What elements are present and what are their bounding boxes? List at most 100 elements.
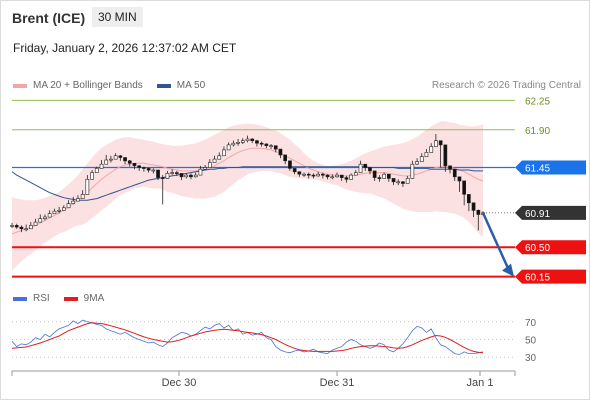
- rsi-tick-label: 50: [525, 336, 537, 347]
- legend-ma20: MA 20 + Bollinger Bands: [13, 80, 143, 91]
- candle-body: [241, 140, 245, 143]
- candle-body: [443, 144, 448, 167]
- candle-body: [231, 142, 236, 146]
- candle-body: [306, 173, 311, 176]
- candle-body: [184, 174, 189, 178]
- candle-body: [38, 218, 43, 223]
- candle-body: [339, 174, 344, 178]
- candle-body: [377, 177, 382, 179]
- bollinger-band-area: [12, 121, 483, 271]
- candle-body: [19, 226, 24, 230]
- legend-rsi: RSI: [13, 293, 50, 304]
- candle-body: [462, 180, 467, 195]
- candle-body: [160, 177, 165, 179]
- candle-body: [80, 194, 85, 199]
- candle-body: [71, 200, 76, 204]
- candle-body: [311, 174, 316, 177]
- candle-body: [212, 158, 217, 163]
- candle-body: [236, 142, 240, 144]
- candle-body: [61, 207, 66, 211]
- instrument-title: Brent (ICE): [12, 10, 86, 26]
- candle-body: [372, 170, 377, 178]
- candle-body: [151, 169, 156, 172]
- ma50-line: [11, 166, 483, 201]
- candle-body: [203, 167, 208, 170]
- candle-body: [76, 198, 80, 202]
- level-tag-60.50: [515, 240, 586, 255]
- candle-body: [118, 155, 123, 158]
- candle-body: [142, 167, 146, 169]
- candle-body: [109, 158, 113, 161]
- candle-body: [368, 167, 372, 172]
- candle-body: [434, 140, 438, 147]
- current-price-label: 60.91: [525, 209, 550, 220]
- ma20-line: [11, 147, 484, 235]
- candle-body: [382, 173, 387, 179]
- candle-body: [10, 225, 14, 227]
- candle-body: [335, 174, 339, 178]
- candle-body: [415, 161, 419, 165]
- candle-body: [353, 172, 358, 176]
- candle-body: [424, 152, 429, 157]
- candle-body: [198, 168, 203, 176]
- candle-body: [222, 149, 226, 157]
- candle-body: [43, 216, 47, 220]
- candle-body: [255, 140, 259, 144]
- level-label-60.50: 60.50: [525, 243, 550, 254]
- candle-body: [94, 168, 99, 173]
- candle-body: [85, 179, 90, 195]
- candle-body: [156, 169, 160, 178]
- candle-body: [47, 213, 52, 218]
- candle-body: [363, 163, 368, 168]
- candle-body: [52, 210, 57, 214]
- candle-body: [269, 145, 273, 147]
- candle-body: [250, 138, 255, 142]
- candle-body: [419, 156, 424, 162]
- candle-body: [259, 142, 264, 145]
- legend-ma50-swatch: [156, 83, 171, 88]
- candle-body: [28, 225, 33, 230]
- main-legend: MA 20 + Bollinger Bands MA 50: [13, 80, 219, 91]
- candle-body: [292, 168, 297, 173]
- candle-body: [217, 155, 222, 160]
- legend-rsi-ma: 9MA: [63, 293, 105, 304]
- x-tick-label: Dec 31: [320, 377, 355, 389]
- candle-body: [457, 176, 462, 182]
- candle-body: [132, 163, 137, 167]
- candle-body: [33, 221, 38, 226]
- candle-body: [137, 165, 142, 168]
- candle-body: [57, 210, 61, 212]
- rsi-ma-line: [11, 322, 484, 354]
- legend-ma50-label: MA 50: [176, 80, 206, 91]
- candle-body: [99, 163, 104, 169]
- candle-body: [316, 173, 321, 177]
- candle-body: [90, 172, 94, 180]
- level-label-62.25: 62.25: [525, 96, 550, 107]
- candle-body: [66, 203, 71, 209]
- candle-body: [429, 146, 434, 153]
- candle-body: [193, 174, 198, 178]
- candle-body: [175, 172, 179, 174]
- candle-body: [349, 174, 354, 180]
- candle-body: [302, 173, 306, 176]
- candle-body: [226, 144, 231, 151]
- forecast-arrow-shaft: [481, 212, 512, 274]
- candle-body: [208, 162, 212, 168]
- legend-rsi-swatch: [13, 296, 27, 301]
- candle-body: [405, 178, 410, 184]
- candle-body: [278, 148, 283, 156]
- legend-rsi-ma-label: 9MA: [83, 293, 105, 304]
- candle-body: [396, 181, 401, 184]
- research-credit: Research © 2026 Trading Central: [431, 80, 581, 91]
- candle-body: [283, 154, 288, 162]
- candle-body: [325, 174, 330, 178]
- legend-rsi-ma-swatch: [63, 296, 78, 301]
- timeframe-badge[interactable]: 30 MIN: [92, 7, 143, 27]
- candle-body: [264, 143, 269, 147]
- rsi-tick-label: 30: [525, 353, 537, 364]
- x-tick-label: Jan 1: [467, 377, 494, 389]
- candle-body: [123, 157, 127, 162]
- candle-body: [320, 173, 325, 176]
- candle-body: [189, 174, 193, 178]
